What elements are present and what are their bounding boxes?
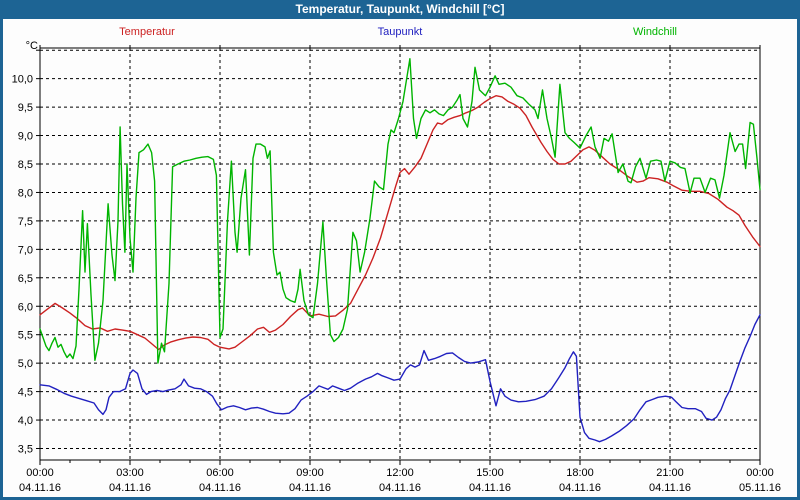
window-titlebar: Temperatur, Taupunkt, Windchill [°C] [0,0,800,19]
x-tick-time-label: 15:00 [476,467,504,479]
y-tick-label: 5,0 [18,358,33,370]
y-tick-label: 8,5 [18,159,33,171]
y-tick-label: 9,0 [18,131,33,143]
legend-item-taupunkt: Taupunkt [377,26,423,38]
x-tick-time-label: 21:00 [656,467,684,479]
x-tick-date-label: 04.11.16 [199,482,241,494]
series-line-taupunkt [39,314,761,443]
series-line-temperatur [39,94,761,351]
series-line-windchill [39,58,761,364]
x-tick-date-label: 04.11.16 [559,482,601,494]
x-tick-time-label: 03:00 [116,467,144,479]
y-tick-label: 6,0 [18,301,33,313]
x-tick-date-label: 04.11.16 [469,482,511,494]
x-tick-date-label: 04.11.16 [649,482,691,494]
x-tick-time-label: 06:00 [206,467,234,479]
y-tick-label: 8,0 [18,187,33,199]
x-tick-time-label: 00:00 [26,467,54,479]
x-tick-date-label: 04.11.16 [379,482,421,494]
x-tick-date-label: 04.11.16 [289,482,331,494]
legend-item-windchill: Windchill [632,26,678,38]
x-tick-time-label: 00:00 [746,467,774,479]
window-title: Temperatur, Taupunkt, Windchill [°C] [295,2,505,16]
plot-border [39,47,761,461]
x-tick-date-label: 04.11.16 [109,482,151,494]
y-tick-label: 5,5 [18,330,33,342]
x-tick-time-label: 12:00 [386,467,414,479]
y-tick-label: 10,0 [12,74,33,86]
x-tick-date-label: 04.11.16 [19,482,61,494]
x-tick-time-label: 09:00 [296,467,324,479]
y-tick-label: 6,5 [18,273,33,285]
y-tick-label: 7,5 [18,216,33,228]
y-tick-label: 4,0 [18,415,33,427]
y-tick-label: 9,5 [18,102,33,114]
y-tick-label: 3,5 [18,444,33,456]
x-tick-time-label: 18:00 [566,467,594,479]
x-tick-date-label: 05.11.16 [739,482,781,494]
y-tick-label: 4,5 [18,387,33,399]
y-tick-label: 7,0 [18,244,33,256]
y-axis-unit-label: °C [26,40,38,52]
legend-item-temperatur: Temperatur [119,26,175,38]
